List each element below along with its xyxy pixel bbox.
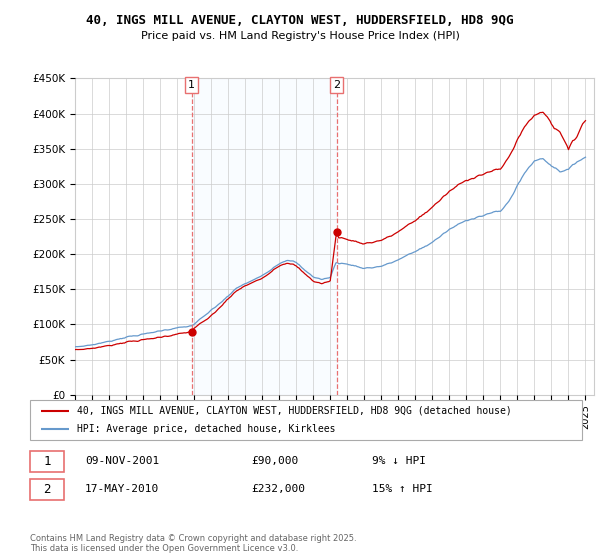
Text: 1: 1 — [43, 455, 51, 468]
Text: £232,000: £232,000 — [251, 484, 305, 494]
Bar — [30, 479, 64, 500]
Text: 40, INGS MILL AVENUE, CLAYTON WEST, HUDDERSFIELD, HD8 9QG: 40, INGS MILL AVENUE, CLAYTON WEST, HUDD… — [86, 14, 514, 27]
Text: 40, INGS MILL AVENUE, CLAYTON WEST, HUDDERSFIELD, HD8 9QG (detached house): 40, INGS MILL AVENUE, CLAYTON WEST, HUDD… — [77, 406, 512, 416]
Text: Contains HM Land Registry data © Crown copyright and database right 2025.
This d: Contains HM Land Registry data © Crown c… — [30, 534, 356, 553]
Text: Price paid vs. HM Land Registry's House Price Index (HPI): Price paid vs. HM Land Registry's House … — [140, 31, 460, 41]
Bar — [30, 451, 64, 472]
Text: 09-NOV-2001: 09-NOV-2001 — [85, 456, 160, 466]
Text: HPI: Average price, detached house, Kirklees: HPI: Average price, detached house, Kirk… — [77, 424, 335, 434]
Text: 2: 2 — [333, 80, 340, 90]
Text: £90,000: £90,000 — [251, 456, 298, 466]
Text: 15% ↑ HPI: 15% ↑ HPI — [372, 484, 433, 494]
Text: 17-MAY-2010: 17-MAY-2010 — [85, 484, 160, 494]
Text: 9% ↓ HPI: 9% ↓ HPI — [372, 456, 426, 466]
Text: 1: 1 — [188, 80, 195, 90]
Bar — [192, 78, 337, 395]
Text: 2: 2 — [43, 483, 51, 496]
